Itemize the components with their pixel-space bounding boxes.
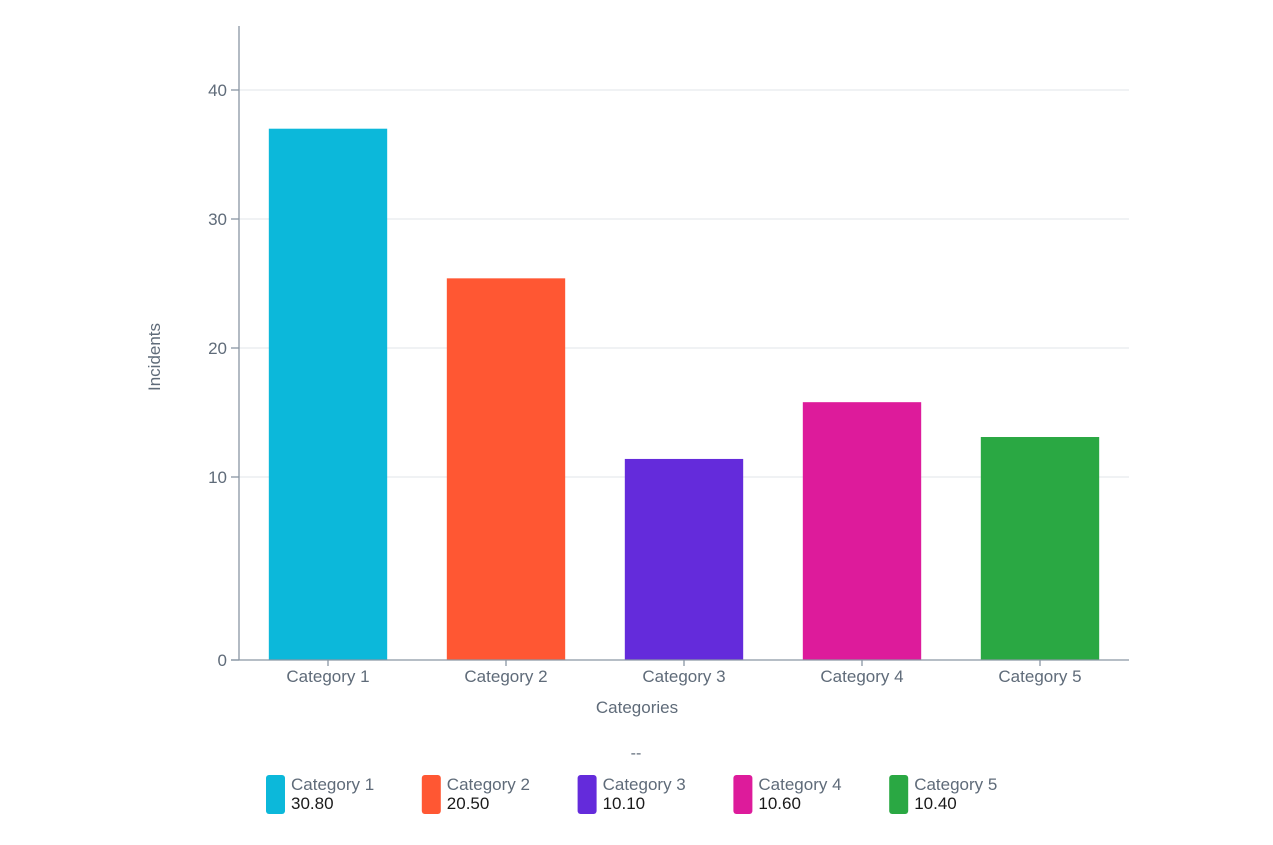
legend-item[interactable]: Category 410.60 <box>733 775 842 814</box>
legend-swatch <box>733 775 753 814</box>
legend-item[interactable]: Category 510.40 <box>889 775 997 814</box>
x-ticks: Category 1 Category 2 Category 3 Category 4… <box>286 660 1082 686</box>
legend-title: -- <box>631 745 642 762</box>
y-tick-label: 40 <box>208 81 227 100</box>
legend-swatch <box>577 775 597 814</box>
x-tick-label: Category 4 <box>820 667 903 686</box>
x-axis-label: Categories <box>596 698 678 717</box>
legend-label: Category 1 <box>291 775 374 794</box>
axes <box>231 26 1129 661</box>
bar-3[interactable] <box>624 458 744 660</box>
legend-item[interactable]: Category 310.10 <box>577 775 686 814</box>
y-tick-label: 10 <box>208 468 227 487</box>
legend-swatch <box>889 775 909 814</box>
y-tick-label: 30 <box>208 210 227 229</box>
legend-label: Category 5 <box>914 775 997 794</box>
bar-2[interactable] <box>446 278 566 660</box>
legend-label: Category 3 <box>603 775 686 794</box>
y-axis-label: Incidents <box>145 323 164 391</box>
legend-label: Category 4 <box>758 775 841 794</box>
bar-1[interactable] <box>268 128 388 660</box>
legend-value: 30.80 <box>291 794 334 813</box>
y-tick-label: 0 <box>218 651 227 670</box>
legend-label: Category 2 <box>447 775 530 794</box>
legend-value: 10.10 <box>603 794 646 813</box>
legend-swatch <box>266 775 285 814</box>
bar-5[interactable] <box>980 437 1100 660</box>
legend-item[interactable]: Category 130.80 <box>266 775 374 814</box>
x-tick-label: Category 5 <box>998 667 1081 686</box>
y-ticks: 0 10 20 30 40 <box>208 81 239 670</box>
x-tick-label: Category 1 <box>286 667 369 686</box>
legend-item[interactable]: Category 220.50 <box>421 775 530 814</box>
legend-value: 10.60 <box>758 794 801 813</box>
legend: Category 130.80 Category 220.50 Category 3… <box>266 775 997 814</box>
legend-value: 20.50 <box>447 794 490 813</box>
x-tick-label: Category 3 <box>642 667 725 686</box>
legend-value: 10.40 <box>914 794 957 813</box>
x-tick-label: Category 2 <box>464 667 547 686</box>
bar-4[interactable] <box>802 402 922 660</box>
y-tick-label: 20 <box>208 339 227 358</box>
bars <box>268 128 1100 660</box>
legend-swatch <box>421 775 441 814</box>
